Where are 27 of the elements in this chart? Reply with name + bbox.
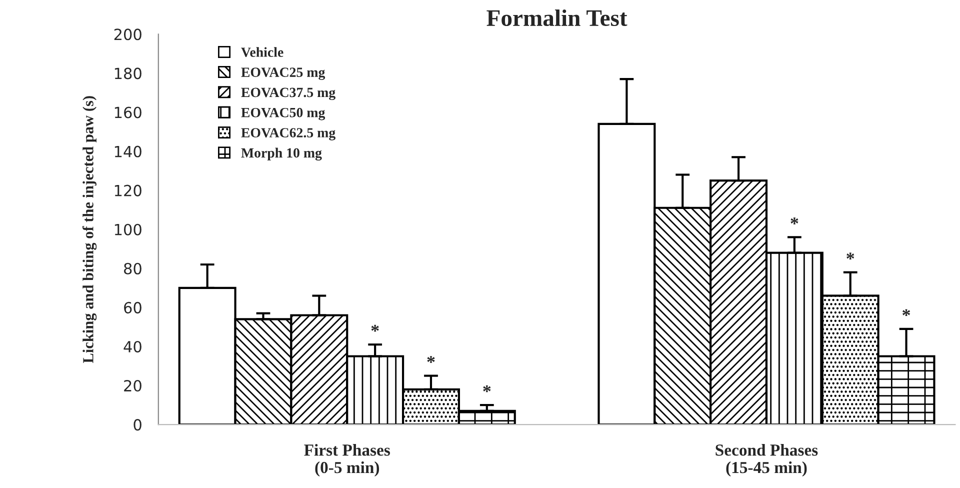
x-tick-label: First Phases (0-5 min) bbox=[304, 444, 390, 477]
data-label: * bbox=[371, 324, 379, 332]
y-tick-label: 0 bbox=[134, 419, 142, 431]
y-tick-label: 160 bbox=[114, 106, 142, 118]
y-tick-label: 100 bbox=[114, 224, 142, 236]
y-axis-title: Licking and biting of the injected paw (s) bbox=[82, 96, 97, 363]
legend-label: EOVAC37.5 mg bbox=[241, 88, 336, 100]
data-label: * bbox=[483, 385, 491, 392]
x-tick-label: Second Phases (15-45 min) bbox=[716, 444, 818, 477]
legend-label: EOVAC62.5 mg bbox=[241, 128, 336, 140]
y-tick-label: 200 bbox=[114, 28, 142, 40]
y-tick-label: 80 bbox=[124, 262, 142, 274]
y-tick-label: 120 bbox=[114, 184, 142, 196]
data-label: * bbox=[902, 309, 910, 316]
legend-label: Morph 10 mg bbox=[241, 148, 322, 161]
legend-label: Vehicle bbox=[241, 47, 284, 58]
y-tick-label: 180 bbox=[114, 68, 142, 80]
y-tick-label: 60 bbox=[124, 302, 142, 314]
data-label: * bbox=[427, 356, 435, 363]
y-tick-label: 140 bbox=[114, 146, 142, 158]
y-tick-label: 40 bbox=[124, 340, 142, 352]
legend-label: EOVAC25 mg bbox=[241, 68, 326, 80]
data-label: * bbox=[846, 252, 854, 260]
legend-label: EOVAC50 mg bbox=[241, 108, 326, 120]
y-tick-label: 20 bbox=[124, 380, 142, 392]
chart-title: Formalin Test bbox=[486, 9, 628, 26]
data-label: * bbox=[790, 218, 798, 224]
